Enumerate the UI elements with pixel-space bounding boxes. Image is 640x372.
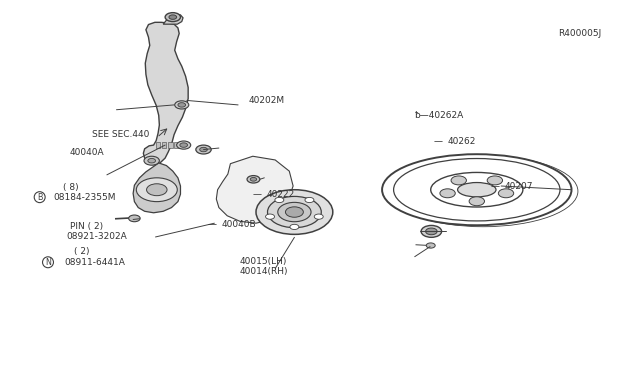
Text: ( 8): ( 8) — [63, 183, 79, 192]
Text: ( 2): ( 2) — [74, 247, 90, 256]
Text: —: — — [434, 137, 443, 146]
Ellipse shape — [196, 145, 211, 154]
Ellipse shape — [469, 197, 484, 206]
Ellipse shape — [451, 176, 467, 185]
Text: —: — — [253, 190, 262, 199]
Bar — [162, 142, 166, 148]
Text: ƀ—40262A: ƀ—40262A — [415, 111, 464, 120]
Text: —: — — [208, 220, 217, 229]
Ellipse shape — [144, 156, 159, 165]
Text: 40014(RH): 40014(RH) — [239, 267, 288, 276]
Bar — [174, 142, 179, 148]
Text: SEE SEC.440: SEE SEC.440 — [92, 130, 149, 139]
Ellipse shape — [129, 215, 140, 222]
Ellipse shape — [305, 198, 314, 203]
Ellipse shape — [458, 183, 496, 197]
Ellipse shape — [421, 225, 442, 237]
Ellipse shape — [431, 173, 523, 207]
Ellipse shape — [314, 214, 323, 219]
Text: R400005J: R400005J — [558, 29, 602, 38]
Ellipse shape — [426, 243, 435, 248]
Ellipse shape — [394, 158, 560, 221]
Ellipse shape — [285, 207, 303, 217]
Text: 08911-6441A: 08911-6441A — [64, 258, 125, 267]
Polygon shape — [163, 14, 183, 24]
Ellipse shape — [200, 147, 207, 152]
Ellipse shape — [290, 224, 299, 230]
Text: 40015(LH): 40015(LH) — [239, 257, 287, 266]
Text: 08184-2355M: 08184-2355M — [53, 193, 116, 202]
Ellipse shape — [175, 101, 189, 109]
Ellipse shape — [426, 228, 437, 235]
Text: B: B — [37, 193, 42, 202]
Ellipse shape — [178, 103, 186, 107]
Text: 40222: 40222 — [266, 190, 294, 199]
Text: N: N — [45, 258, 51, 267]
Bar — [168, 142, 173, 148]
Text: 08921-3202A: 08921-3202A — [67, 232, 127, 241]
Text: 40040B: 40040B — [221, 220, 256, 229]
Ellipse shape — [147, 184, 167, 196]
Ellipse shape — [256, 190, 333, 234]
Text: 40202M: 40202M — [248, 96, 284, 105]
Ellipse shape — [148, 158, 156, 163]
Ellipse shape — [165, 13, 180, 22]
Ellipse shape — [169, 15, 177, 19]
Ellipse shape — [487, 176, 502, 185]
Ellipse shape — [180, 143, 188, 147]
Polygon shape — [143, 22, 188, 165]
Text: 40207: 40207 — [504, 182, 533, 191]
Bar — [180, 142, 185, 148]
Ellipse shape — [382, 154, 572, 225]
Ellipse shape — [247, 176, 260, 183]
Ellipse shape — [275, 198, 284, 203]
Ellipse shape — [440, 189, 455, 198]
Ellipse shape — [499, 189, 514, 198]
Polygon shape — [133, 163, 180, 213]
Text: PIN ( 2): PIN ( 2) — [70, 222, 104, 231]
Ellipse shape — [177, 141, 191, 149]
Text: 40262: 40262 — [448, 137, 476, 146]
Text: —: — — [490, 182, 499, 191]
Bar — [156, 142, 161, 148]
Ellipse shape — [266, 214, 275, 219]
Ellipse shape — [250, 177, 257, 181]
Ellipse shape — [268, 196, 321, 228]
Text: 40040A: 40040A — [69, 148, 104, 157]
Ellipse shape — [136, 178, 177, 202]
Polygon shape — [216, 156, 293, 223]
Ellipse shape — [278, 202, 311, 222]
